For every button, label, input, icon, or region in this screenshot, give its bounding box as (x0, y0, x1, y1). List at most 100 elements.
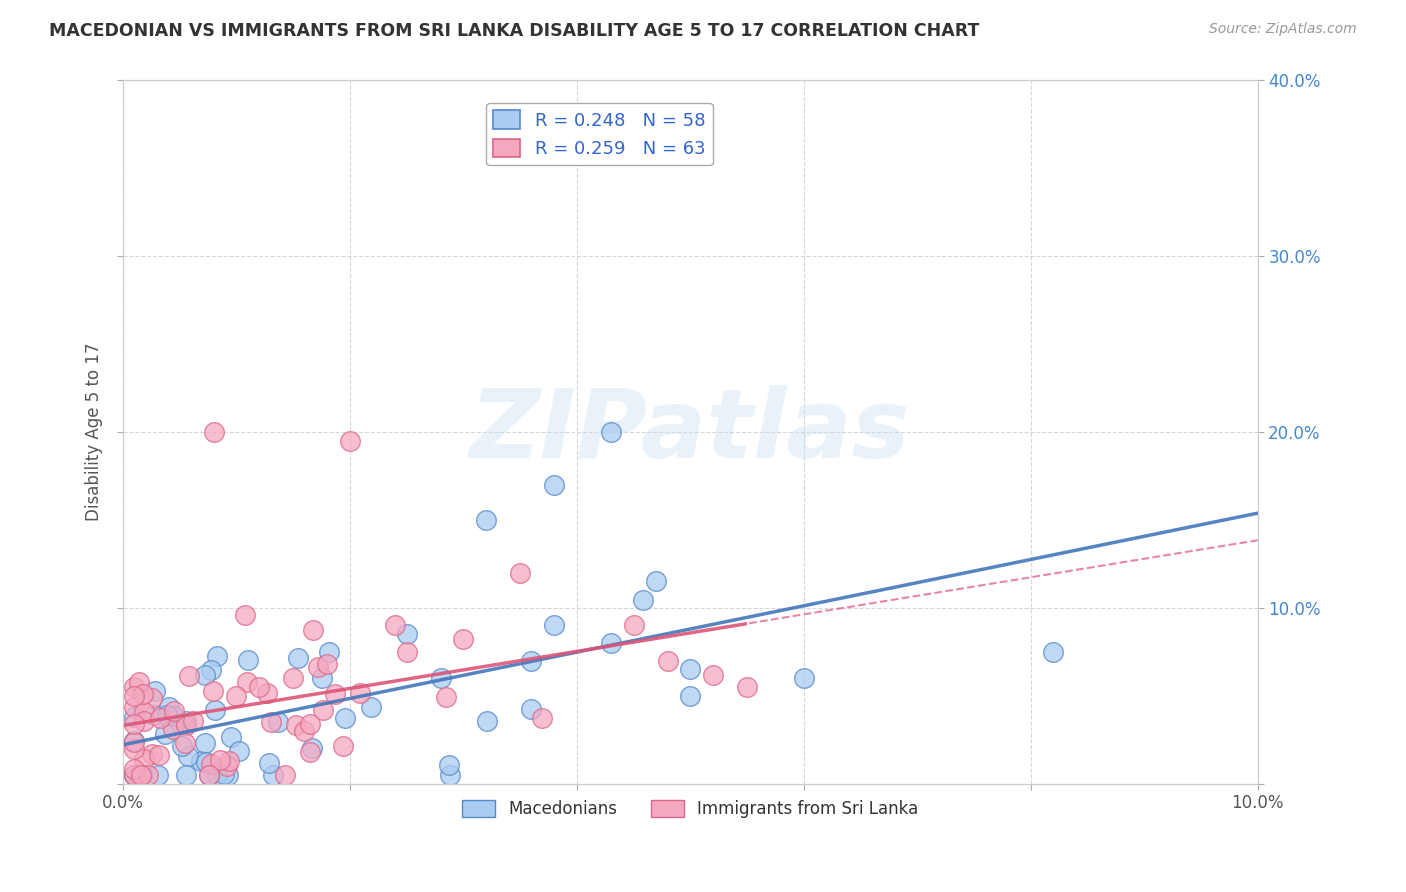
Point (312, 703, 335, 717)
Point (256, 686, 278, 700)
Point (122, 700, 145, 714)
Point (122, 710, 145, 724)
Point (228, 744, 250, 758)
Point (194, 736, 217, 750)
Point (225, 689, 247, 703)
Point (177, 669, 200, 683)
Point (679, 689, 702, 703)
Point (395, 627, 418, 641)
Point (132, 705, 155, 719)
Point (148, 768, 170, 782)
Point (520, 702, 543, 716)
Point (170, 739, 193, 754)
Point (434, 690, 457, 705)
Point (132, 714, 155, 729)
Point (257, 756, 280, 770)
Point (631, 593, 654, 607)
Point (143, 707, 166, 722)
Point (148, 747, 170, 762)
Point (163, 704, 186, 718)
Point (395, 645, 418, 659)
Point (190, 754, 212, 768)
Point (531, 711, 554, 725)
Point (475, 513, 498, 527)
Point (200, 663, 222, 677)
Point (262, 768, 284, 782)
Point (122, 717, 145, 731)
Point (349, 686, 371, 700)
Point (292, 723, 315, 738)
Point (212, 766, 235, 780)
Point (281, 671, 304, 685)
Point (247, 680, 270, 694)
Point (307, 660, 329, 674)
Point (136, 768, 159, 782)
Text: ZIPatlas: ZIPatlas (470, 385, 911, 478)
Point (156, 708, 179, 723)
Point (793, 671, 815, 685)
Point (287, 650, 309, 665)
Point (439, 768, 461, 782)
Y-axis label: Disability Age 5 to 17: Disability Age 5 to 17 (86, 343, 103, 521)
Point (360, 699, 382, 714)
Point (174, 717, 197, 731)
Point (208, 753, 231, 767)
Point (157, 700, 180, 714)
Point (177, 748, 200, 763)
Point (339, 434, 361, 448)
Point (520, 654, 543, 668)
Point (217, 768, 239, 782)
Point (236, 652, 259, 666)
Point (451, 632, 474, 647)
Point (202, 425, 225, 439)
Point (122, 680, 145, 694)
Point (333, 711, 356, 725)
Point (122, 762, 145, 776)
Point (122, 735, 145, 749)
Point (141, 690, 163, 705)
Point (205, 648, 228, 663)
Point (173, 736, 195, 750)
Point (132, 752, 155, 766)
Point (162, 722, 184, 736)
Point (200, 757, 222, 772)
Point (195, 756, 218, 770)
Point (509, 566, 531, 580)
Point (284, 718, 307, 732)
Point (323, 687, 346, 701)
Point (145, 683, 167, 698)
Point (173, 718, 195, 732)
Point (645, 574, 668, 589)
Point (197, 768, 219, 782)
Point (128, 674, 150, 689)
Point (384, 618, 406, 632)
Point (129, 768, 152, 782)
Point (301, 740, 323, 755)
Point (302, 624, 325, 638)
Point (657, 654, 679, 668)
Point (122, 768, 145, 782)
Point (543, 477, 565, 491)
Point (259, 715, 281, 730)
Point (198, 768, 221, 782)
Point (429, 671, 451, 685)
Point (174, 768, 197, 782)
Point (207, 768, 229, 782)
Point (122, 768, 145, 782)
Point (174, 714, 197, 728)
Point (311, 671, 333, 685)
Point (543, 618, 565, 632)
Legend: Macedonians, Immigrants from Sri Lanka: Macedonians, Immigrants from Sri Lanka (456, 793, 925, 825)
Point (477, 714, 499, 728)
Point (122, 734, 145, 748)
Point (623, 618, 645, 632)
Point (122, 689, 145, 703)
Point (149, 711, 172, 725)
Point (155, 727, 177, 741)
Point (131, 768, 153, 782)
Point (219, 730, 242, 744)
Point (204, 702, 226, 716)
Point (298, 717, 321, 731)
Text: Source: ZipAtlas.com: Source: ZipAtlas.com (1209, 22, 1357, 37)
Point (215, 758, 238, 772)
